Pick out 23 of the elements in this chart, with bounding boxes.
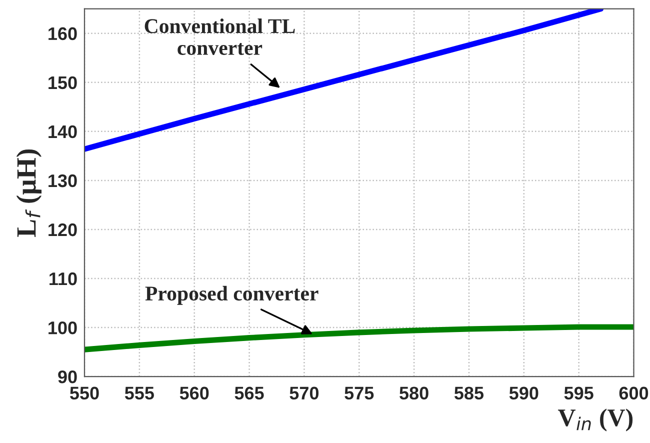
x-tick-label: 585	[454, 386, 484, 400]
x-tick-label: 550	[70, 386, 99, 400]
annotation: Conventional TL converter	[144, 18, 295, 55]
x-tick-label: 580	[400, 386, 428, 400]
x-tick-label: 590	[509, 386, 538, 400]
x-tick-label: 575	[344, 386, 374, 400]
x-tick-label: 555	[124, 386, 154, 400]
y-axis-title: L$_{f}$ (μH)	[16, 149, 42, 237]
y-tick-label: 120	[48, 223, 77, 236]
y-tick-label: 160	[48, 27, 77, 40]
x-tick-label: 560	[180, 386, 209, 400]
y-tick-label: 100	[48, 321, 77, 334]
y-tick-label: 130	[48, 174, 77, 188]
x-tick-label: 570	[290, 386, 319, 400]
x-tick-label: 565	[234, 386, 264, 400]
y-tick-label: 150	[48, 76, 77, 90]
y-tick-label: 140	[48, 125, 77, 138]
annotation: Proposed converter	[145, 286, 318, 305]
x-tick-label: 600	[619, 386, 648, 400]
y-tick-label: 90	[58, 370, 77, 384]
x-tick-label: 595	[564, 386, 594, 400]
x-axis-title: V$_{in}$ (V)	[558, 408, 633, 432]
y-tick-label: 110	[50, 272, 77, 286]
